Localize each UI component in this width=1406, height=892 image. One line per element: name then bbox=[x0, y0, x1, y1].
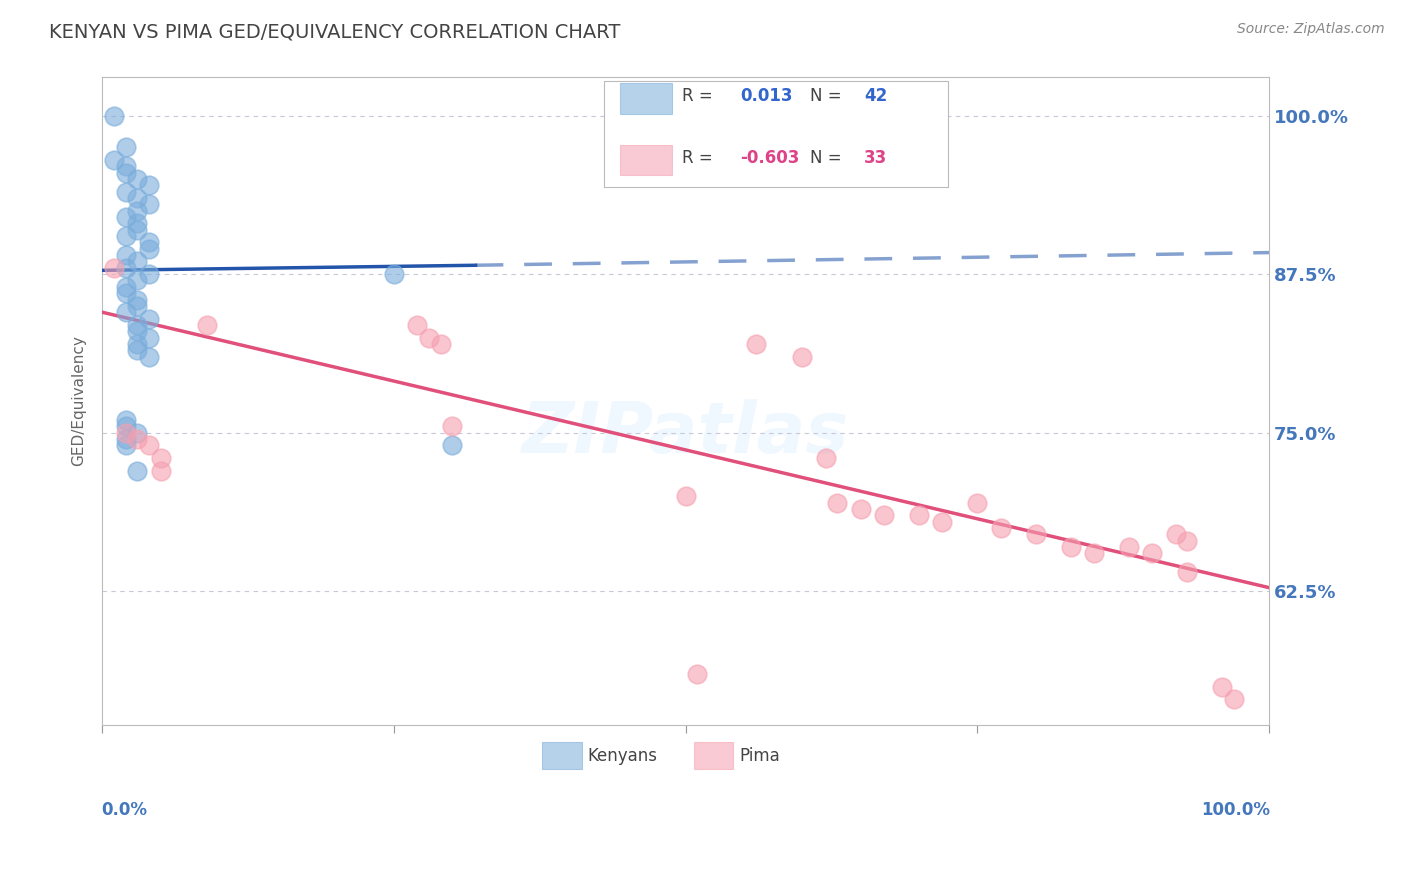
Point bbox=[149, 451, 172, 466]
Point bbox=[114, 166, 136, 180]
Point bbox=[1223, 692, 1246, 706]
Text: KENYAN VS PIMA GED/EQUIVALENCY CORRELATION CHART: KENYAN VS PIMA GED/EQUIVALENCY CORRELATI… bbox=[49, 22, 620, 41]
Point bbox=[138, 197, 160, 211]
Point bbox=[825, 495, 848, 509]
Text: 0.013: 0.013 bbox=[741, 87, 793, 105]
Point bbox=[406, 318, 429, 332]
Point bbox=[966, 495, 988, 509]
Text: ZIPatlas: ZIPatlas bbox=[522, 399, 849, 468]
Point bbox=[114, 280, 136, 294]
Point bbox=[127, 337, 149, 351]
Text: Source: ZipAtlas.com: Source: ZipAtlas.com bbox=[1237, 22, 1385, 37]
Point bbox=[1083, 546, 1105, 560]
Point bbox=[127, 254, 149, 268]
Point bbox=[873, 508, 896, 523]
Point bbox=[127, 172, 149, 186]
FancyBboxPatch shape bbox=[543, 742, 582, 769]
Text: N =: N = bbox=[810, 149, 848, 167]
Point bbox=[127, 464, 149, 478]
FancyBboxPatch shape bbox=[605, 80, 948, 187]
Point bbox=[1175, 533, 1198, 548]
Point bbox=[127, 216, 149, 230]
Point bbox=[114, 229, 136, 244]
Point bbox=[114, 159, 136, 173]
Point bbox=[114, 210, 136, 224]
FancyBboxPatch shape bbox=[620, 145, 672, 175]
Point bbox=[382, 267, 405, 281]
Point bbox=[1142, 546, 1164, 560]
Point bbox=[103, 153, 125, 167]
Point bbox=[429, 337, 451, 351]
Point bbox=[990, 521, 1012, 535]
Point bbox=[127, 273, 149, 287]
Text: 0.0%: 0.0% bbox=[101, 801, 148, 819]
Point bbox=[1025, 527, 1047, 541]
Point bbox=[114, 140, 136, 154]
Point bbox=[127, 318, 149, 332]
Point bbox=[908, 508, 931, 523]
Point bbox=[127, 299, 149, 313]
Point bbox=[127, 223, 149, 237]
Text: Kenyans: Kenyans bbox=[588, 747, 658, 764]
Point bbox=[195, 318, 218, 332]
Point bbox=[138, 235, 160, 250]
Point bbox=[744, 337, 766, 351]
Point bbox=[441, 419, 464, 434]
Point bbox=[127, 432, 149, 446]
Text: -0.603: -0.603 bbox=[741, 149, 800, 167]
Point bbox=[1118, 540, 1140, 554]
Point bbox=[138, 311, 160, 326]
Text: Pima: Pima bbox=[740, 747, 780, 764]
FancyBboxPatch shape bbox=[693, 742, 734, 769]
Point bbox=[792, 350, 814, 364]
Point bbox=[114, 185, 136, 199]
Point bbox=[103, 260, 125, 275]
Point bbox=[149, 464, 172, 478]
Point bbox=[127, 324, 149, 338]
FancyBboxPatch shape bbox=[620, 83, 672, 113]
Point bbox=[114, 432, 136, 446]
Point bbox=[1059, 540, 1081, 554]
Point bbox=[127, 343, 149, 358]
Text: 33: 33 bbox=[865, 149, 887, 167]
Point bbox=[138, 350, 160, 364]
Point bbox=[127, 191, 149, 205]
Point bbox=[138, 178, 160, 193]
Point bbox=[931, 515, 953, 529]
Text: 42: 42 bbox=[865, 87, 887, 105]
Point bbox=[686, 667, 709, 681]
Point bbox=[114, 419, 136, 434]
Point bbox=[1164, 527, 1187, 541]
Point bbox=[138, 242, 160, 256]
Text: R =: R = bbox=[682, 87, 718, 105]
Point bbox=[114, 286, 136, 301]
Point bbox=[127, 293, 149, 307]
Point bbox=[114, 438, 136, 452]
Point bbox=[441, 438, 464, 452]
Point bbox=[849, 502, 872, 516]
Point bbox=[814, 451, 837, 466]
Point bbox=[114, 260, 136, 275]
Point bbox=[675, 489, 697, 503]
Point bbox=[127, 203, 149, 218]
Point bbox=[138, 267, 160, 281]
Point bbox=[138, 330, 160, 344]
Text: 100.0%: 100.0% bbox=[1201, 801, 1270, 819]
Point bbox=[418, 330, 440, 344]
Point bbox=[127, 425, 149, 440]
Point bbox=[114, 305, 136, 319]
Point bbox=[103, 108, 125, 122]
Text: N =: N = bbox=[810, 87, 848, 105]
Point bbox=[138, 438, 160, 452]
Point bbox=[114, 248, 136, 262]
Point bbox=[114, 413, 136, 427]
Text: R =: R = bbox=[682, 149, 718, 167]
Y-axis label: GED/Equivalency: GED/Equivalency bbox=[72, 335, 86, 467]
Point bbox=[114, 425, 136, 440]
Point bbox=[1175, 566, 1198, 580]
Point bbox=[1211, 680, 1233, 694]
